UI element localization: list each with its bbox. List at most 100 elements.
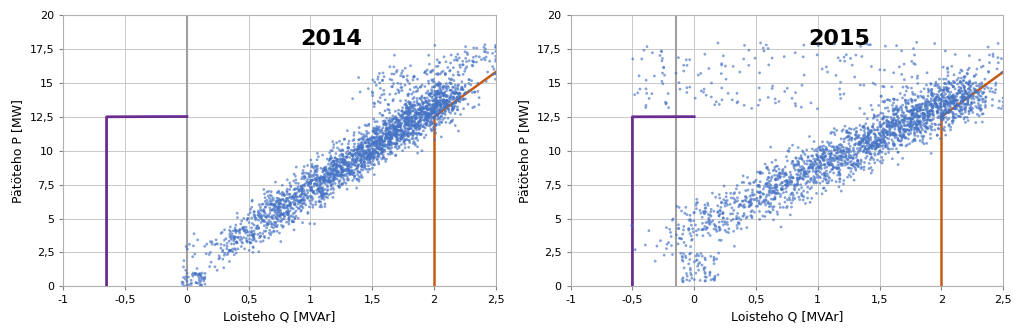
Point <box>858 138 875 144</box>
Point <box>281 202 298 207</box>
Point <box>843 127 859 132</box>
Point <box>826 130 842 135</box>
Point <box>303 178 319 183</box>
Point <box>835 148 851 153</box>
Point <box>325 163 342 169</box>
Point <box>332 163 349 169</box>
Point <box>923 118 939 123</box>
Point <box>951 114 968 119</box>
Point <box>352 152 368 158</box>
Point <box>312 189 328 194</box>
Point <box>720 230 737 235</box>
Point <box>390 123 406 129</box>
Point <box>843 166 859 171</box>
Point <box>194 276 211 282</box>
Point <box>311 186 327 192</box>
Point <box>419 111 436 116</box>
Point <box>394 135 410 140</box>
Point <box>788 155 804 161</box>
Point <box>374 146 391 151</box>
Point <box>450 96 466 101</box>
Point <box>266 202 282 207</box>
Point <box>411 102 428 107</box>
Point <box>380 107 396 112</box>
Point <box>969 112 985 117</box>
Point <box>401 107 417 112</box>
Point <box>365 128 382 134</box>
Point <box>324 179 341 184</box>
Point <box>226 241 242 247</box>
Point <box>943 100 960 106</box>
Point <box>965 94 981 99</box>
Point <box>344 161 360 166</box>
Point <box>831 157 847 162</box>
Point <box>768 184 785 190</box>
Point <box>246 222 262 228</box>
Point <box>453 79 470 84</box>
Point <box>353 158 369 164</box>
Point <box>346 137 362 142</box>
Point <box>892 126 908 131</box>
Point <box>853 54 870 59</box>
Point <box>180 274 196 280</box>
Point <box>466 89 483 95</box>
Point <box>920 86 936 92</box>
Point <box>419 114 436 120</box>
Point <box>270 189 286 194</box>
Point <box>422 120 439 125</box>
Point <box>924 108 940 114</box>
Point <box>780 183 796 188</box>
Point <box>410 101 427 107</box>
Point <box>366 101 383 107</box>
Point <box>824 151 840 156</box>
Point <box>354 164 370 170</box>
Point <box>409 116 426 121</box>
Point <box>318 174 335 179</box>
Point <box>345 151 361 156</box>
Point <box>435 106 451 111</box>
Point <box>415 107 432 112</box>
Point <box>879 122 895 128</box>
Point <box>846 127 862 132</box>
Point <box>279 212 296 217</box>
Point <box>816 155 833 160</box>
Point <box>420 113 437 119</box>
Point <box>488 44 504 50</box>
Point <box>743 202 759 207</box>
Point <box>353 136 369 141</box>
Point <box>319 180 336 185</box>
Point <box>272 197 288 202</box>
Point <box>355 151 371 156</box>
Point <box>432 100 448 105</box>
Point <box>897 97 914 103</box>
Point <box>811 165 828 171</box>
Point <box>898 84 915 89</box>
Point <box>801 134 817 139</box>
Point <box>868 134 884 139</box>
Point <box>390 120 406 125</box>
Point <box>786 162 802 167</box>
Point <box>362 156 379 161</box>
Point <box>932 107 948 113</box>
Point <box>411 112 428 117</box>
Point <box>244 232 261 238</box>
Point <box>223 235 239 241</box>
Point <box>403 91 419 97</box>
Point <box>392 124 408 129</box>
Point <box>295 168 311 173</box>
Point <box>787 187 803 193</box>
Point <box>272 239 288 244</box>
Point <box>424 95 440 100</box>
Point <box>368 155 385 160</box>
Point <box>444 104 460 109</box>
Point <box>432 101 448 106</box>
Point <box>917 117 933 122</box>
Point <box>860 127 877 132</box>
Point <box>752 40 768 46</box>
Point <box>919 125 935 130</box>
Point <box>905 137 922 142</box>
Point <box>981 60 997 65</box>
Point <box>221 248 237 253</box>
Point <box>812 170 829 175</box>
Point <box>837 158 853 163</box>
